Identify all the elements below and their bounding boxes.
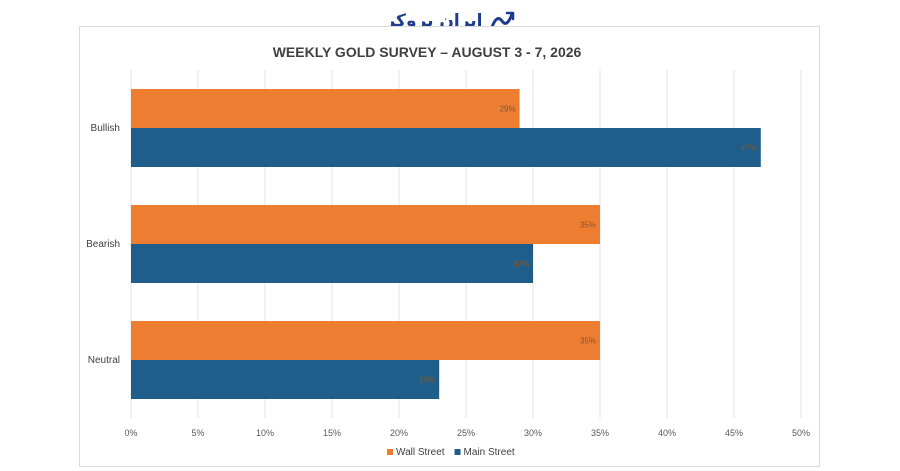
bar [131,89,520,128]
x-tick-label: 50% [792,428,810,438]
x-tick-label: 45% [725,428,743,438]
bar [131,360,440,399]
legend: Wall Street Main Street [387,447,515,458]
bar [131,128,761,167]
x-tick-label: 0% [124,428,137,438]
chart-trend-icon [490,11,514,29]
data-labels: 29% 47% 35% 30% 35% 23% [419,105,757,385]
x-tick-label: 25% [457,428,475,438]
x-tick-label: 35% [591,428,609,438]
bars [131,89,761,399]
data-label: 35% [580,337,596,346]
x-tick-label: 5% [191,428,204,438]
bar [131,205,600,244]
legend-label: Main Street [464,447,515,458]
legend-swatch [387,449,393,455]
axis-labels: 0% 5% 10% 15% 20% 25% 30% 35% 40% 45% 50% Bullish Be… [86,123,810,438]
data-label: 29% [500,105,516,114]
category-label: Neutral [88,355,120,366]
bar-chart: WEEKLY GOLD SURVEY – AUGUST 3 - 7, 2026 … [86,44,810,458]
x-tick-label: 40% [658,428,676,438]
category-label: Bullish [91,123,120,134]
legend-label: Wall Street [396,447,445,458]
x-tick-label: 10% [256,428,274,438]
bar [131,244,533,283]
x-tick-label: 20% [390,428,408,438]
data-label: 30% [513,260,529,269]
x-tick-label: 30% [524,428,542,438]
data-label: 47% [741,144,757,153]
chart-frame: WEEKLY GOLD SURVEY – AUGUST 3 - 7, 2026 … [79,26,820,467]
data-label: 23% [419,376,435,385]
category-label: Bearish [86,239,120,250]
chart-title: WEEKLY GOLD SURVEY – AUGUST 3 - 7, 2026 [273,44,582,60]
data-label: 35% [580,221,596,230]
legend-swatch [454,449,461,455]
bar [131,321,600,360]
x-tick-label: 15% [323,428,341,438]
